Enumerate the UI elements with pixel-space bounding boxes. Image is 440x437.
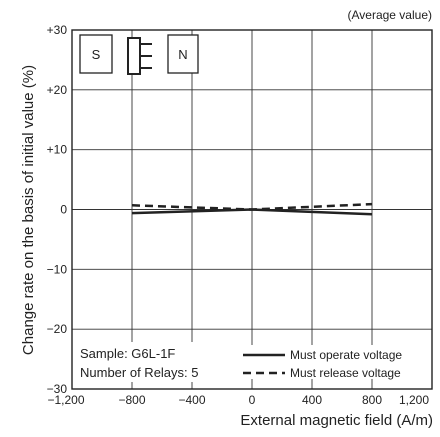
sample-info-background xyxy=(78,342,250,382)
series-line-release xyxy=(131,202,373,211)
legend: Must operate voltage Must release voltag… xyxy=(238,345,430,380)
x-tick-label: 1,200 xyxy=(399,393,429,407)
relays-label: Number of Relays: 5 xyxy=(80,365,199,380)
y-tick-labels: +30 +20 +10 0 −10 −20 −30 xyxy=(47,23,68,396)
average-value-note: (Average value) xyxy=(348,8,433,22)
y-tick-label: +30 xyxy=(47,23,68,37)
x-tick-label: −1,200 xyxy=(47,393,84,407)
x-tick-label: 0 xyxy=(249,393,256,407)
magnet-n-box xyxy=(167,34,199,74)
x-tick-label: 400 xyxy=(302,393,322,407)
series-layer xyxy=(131,202,373,216)
x-tick-label: −800 xyxy=(118,393,145,407)
x-tick-label: 800 xyxy=(362,393,382,407)
grid xyxy=(72,30,432,389)
relay-body xyxy=(127,37,141,75)
sample-info: Sample: G6L-1F Number of Relays: 5 xyxy=(78,342,250,382)
legend-label-release: Must release voltage xyxy=(290,366,401,380)
magnet-n-label: N xyxy=(178,47,187,62)
y-tick-label: −30 xyxy=(47,382,68,396)
legend-label-operate: Must operate voltage xyxy=(290,348,402,362)
sample-label: Sample: G6L-1F xyxy=(80,346,175,361)
y-tick-label: −20 xyxy=(47,322,68,336)
y-tick-label: +20 xyxy=(47,83,68,97)
y-tick-label: −10 xyxy=(47,262,68,276)
y-tick-label: 0 xyxy=(60,203,67,217)
x-tick-label: −400 xyxy=(178,393,205,407)
magnet-s-box xyxy=(79,34,113,74)
plot-frame xyxy=(71,29,433,390)
test-setup-diagram: S N xyxy=(79,34,199,75)
y-axis-title: Change rate on the basis of initial valu… xyxy=(20,65,37,355)
x-axis-title: External magnetic field (A/m) xyxy=(240,412,433,429)
magnet-s-label: S xyxy=(92,47,101,62)
x-tick-labels: −1,200 −800 −400 0 400 800 1,200 xyxy=(47,393,429,407)
y-tick-label: +10 xyxy=(47,143,68,157)
